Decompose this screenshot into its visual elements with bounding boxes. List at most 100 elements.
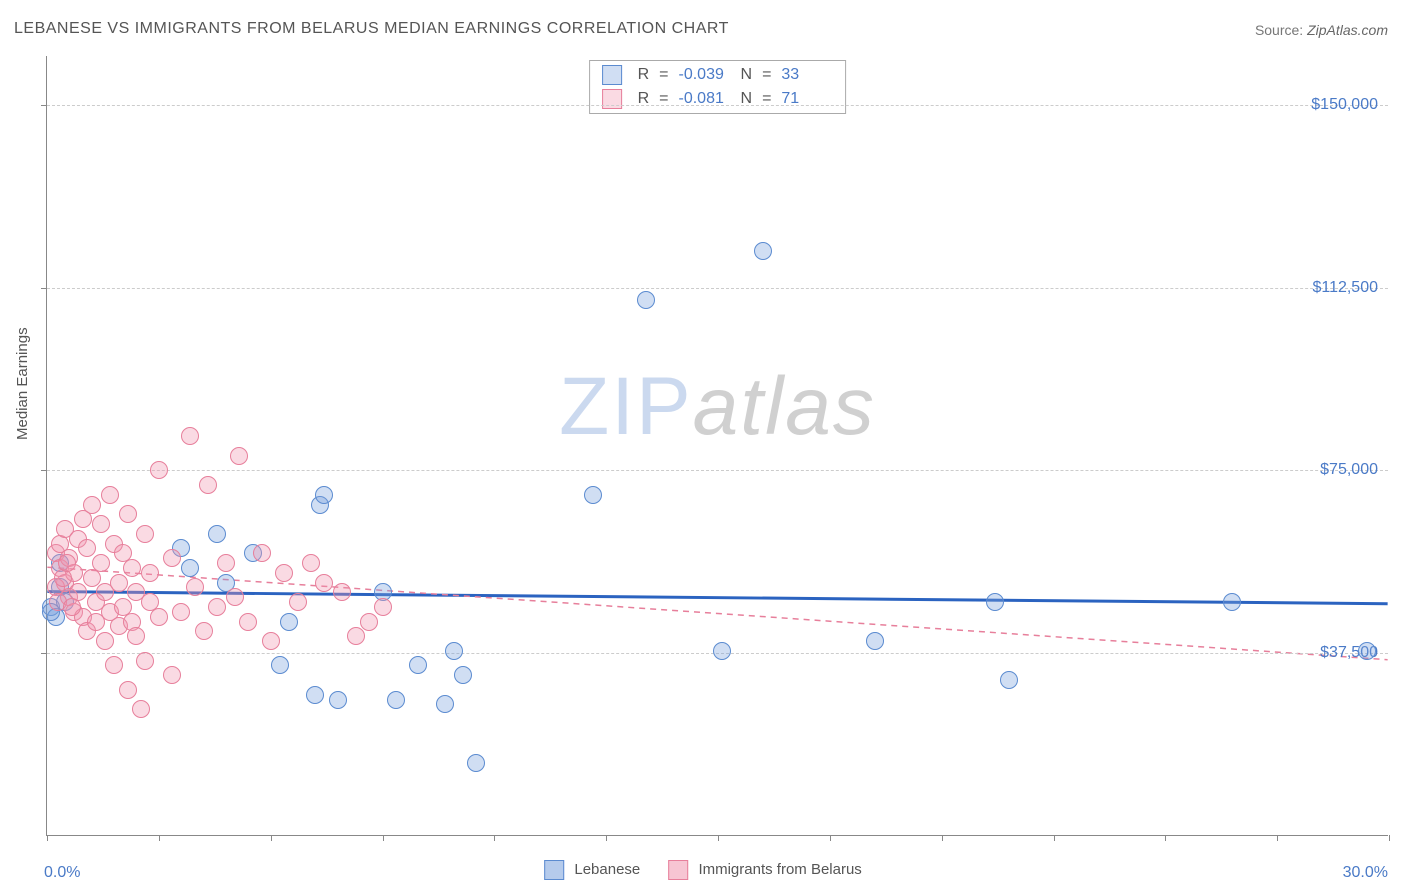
scatter-point-lebanese: [329, 691, 347, 709]
y-axis-label: Median Earnings: [14, 327, 31, 440]
source-attribution: Source: ZipAtlas.com: [1255, 22, 1388, 38]
x-tick: [1389, 835, 1390, 841]
scatter-point-belarus: [163, 549, 181, 567]
scatter-point-belarus: [83, 496, 101, 514]
scatter-point-belarus: [127, 627, 145, 645]
scatter-point-lebanese: [467, 754, 485, 772]
legend-label-belarus: Immigrants from Belarus: [698, 861, 861, 878]
y-tick: [41, 653, 47, 654]
scatter-point-lebanese: [409, 656, 427, 674]
scatter-point-belarus: [374, 598, 392, 616]
x-tick: [718, 835, 719, 841]
scatter-point-belarus: [217, 554, 235, 572]
scatter-point-belarus: [226, 588, 244, 606]
scatter-point-lebanese: [445, 642, 463, 660]
scatter-point-belarus: [186, 578, 204, 596]
scatter-point-lebanese: [208, 525, 226, 543]
stats-row-lebanese: R = -0.039 N = 33: [590, 63, 846, 87]
x-axis-min-label: 0.0%: [44, 864, 80, 882]
legend-label-lebanese: Lebanese: [574, 861, 640, 878]
scatter-point-belarus: [181, 427, 199, 445]
scatter-point-belarus: [132, 700, 150, 718]
scatter-point-belarus: [119, 505, 137, 523]
scatter-point-lebanese: [280, 613, 298, 631]
scatter-point-lebanese: [181, 559, 199, 577]
scatter-point-belarus: [195, 622, 213, 640]
x-tick: [942, 835, 943, 841]
watermark-atlas: atlas: [693, 361, 876, 452]
scatter-point-lebanese: [754, 242, 772, 260]
scatter-point-belarus: [96, 632, 114, 650]
stat-N-lebanese: 33: [781, 66, 833, 84]
scatter-point-lebanese: [986, 593, 1004, 611]
scatter-point-belarus: [315, 574, 333, 592]
scatter-point-belarus: [105, 656, 123, 674]
scatter-point-lebanese: [637, 291, 655, 309]
scatter-point-lebanese: [315, 486, 333, 504]
chart-title: LEBANESE VS IMMIGRANTS FROM BELARUS MEDI…: [14, 20, 729, 38]
legend-bottom: Lebanese Immigrants from Belarus: [544, 860, 862, 880]
scatter-point-belarus: [230, 447, 248, 465]
scatter-point-belarus: [150, 461, 168, 479]
y-tick-label: $150,000: [1311, 96, 1378, 114]
stat-label-N: N: [741, 66, 753, 84]
scatter-point-belarus: [78, 539, 96, 557]
x-tick: [47, 835, 48, 841]
x-tick: [494, 835, 495, 841]
x-tick: [1277, 835, 1278, 841]
scatter-point-lebanese: [454, 666, 472, 684]
plot-area: ZIPatlas R = -0.039 N = 33 R = -0.081 N …: [46, 56, 1388, 836]
scatter-point-belarus: [119, 681, 137, 699]
chart-container: LEBANESE VS IMMIGRANTS FROM BELARUS MEDI…: [0, 0, 1406, 892]
x-axis-max-label: 30.0%: [1343, 864, 1388, 882]
scatter-point-belarus: [58, 554, 76, 572]
y-tick-label: $112,500: [1312, 279, 1378, 297]
source-label: Source:: [1255, 22, 1307, 38]
gridline: [47, 470, 1388, 471]
scatter-point-belarus: [163, 666, 181, 684]
scatter-point-belarus: [302, 554, 320, 572]
correlation-stats-box: R = -0.039 N = 33 R = -0.081 N = 71: [589, 60, 847, 114]
legend-swatch-lebanese: [544, 860, 564, 880]
x-tick: [159, 835, 160, 841]
stat-R-lebanese: -0.039: [679, 66, 731, 84]
swatch-lebanese: [602, 65, 622, 85]
swatch-belarus: [602, 89, 622, 109]
x-tick: [1165, 835, 1166, 841]
gridline: [47, 105, 1388, 106]
scatter-point-belarus: [63, 598, 81, 616]
scatter-point-lebanese: [387, 691, 405, 709]
scatter-point-lebanese: [866, 632, 884, 650]
scatter-point-belarus: [136, 525, 154, 543]
legend-item-lebanese: Lebanese: [544, 860, 640, 880]
scatter-point-lebanese: [584, 486, 602, 504]
watermark-zip: ZIP: [559, 361, 693, 452]
scatter-point-belarus: [92, 515, 110, 533]
scatter-point-lebanese: [271, 656, 289, 674]
scatter-point-belarus: [150, 608, 168, 626]
scatter-point-lebanese: [1223, 593, 1241, 611]
scatter-point-belarus: [239, 613, 257, 631]
scatter-point-belarus: [360, 613, 378, 631]
scatter-point-lebanese: [436, 695, 454, 713]
x-tick: [1054, 835, 1055, 841]
scatter-point-belarus: [208, 598, 226, 616]
scatter-point-belarus: [289, 593, 307, 611]
scatter-point-belarus: [172, 603, 190, 621]
source-value: ZipAtlas.com: [1307, 22, 1388, 38]
scatter-point-lebanese: [1000, 671, 1018, 689]
y-tick: [41, 105, 47, 106]
scatter-point-lebanese: [1358, 642, 1376, 660]
scatter-point-belarus: [253, 544, 271, 562]
scatter-point-belarus: [101, 486, 119, 504]
scatter-point-belarus: [92, 554, 110, 572]
y-tick-label: $75,000: [1320, 461, 1378, 479]
x-tick: [606, 835, 607, 841]
scatter-point-belarus: [333, 583, 351, 601]
scatter-point-belarus: [141, 564, 159, 582]
legend-item-belarus: Immigrants from Belarus: [668, 860, 862, 880]
scatter-point-belarus: [123, 559, 141, 577]
x-tick: [383, 835, 384, 841]
scatter-point-lebanese: [713, 642, 731, 660]
scatter-point-lebanese: [306, 686, 324, 704]
